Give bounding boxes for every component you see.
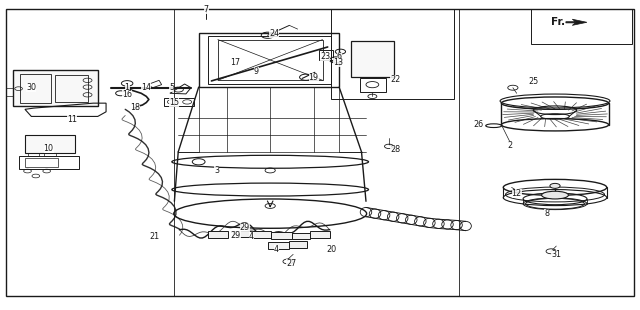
Text: 10: 10 bbox=[44, 144, 54, 153]
Text: 20: 20 bbox=[326, 245, 337, 254]
Text: 25: 25 bbox=[529, 77, 539, 86]
Text: 12: 12 bbox=[511, 189, 522, 198]
Bar bbox=[351, 41, 394, 77]
Text: 11: 11 bbox=[67, 115, 77, 124]
Text: 2: 2 bbox=[508, 141, 513, 150]
Text: 22: 22 bbox=[390, 75, 401, 84]
Text: 7: 7 bbox=[204, 6, 209, 15]
Bar bbox=[252, 231, 271, 238]
Bar bbox=[218, 40, 323, 80]
Bar bbox=[19, 156, 79, 169]
Text: 14: 14 bbox=[141, 82, 151, 92]
Bar bbox=[6, 88, 13, 96]
Polygon shape bbox=[566, 19, 587, 25]
Bar bbox=[531, 9, 632, 44]
Bar bbox=[292, 233, 310, 239]
Bar bbox=[360, 78, 387, 92]
Text: 21: 21 bbox=[149, 232, 159, 241]
Bar bbox=[20, 74, 51, 103]
Text: 8: 8 bbox=[544, 209, 549, 218]
Bar bbox=[55, 75, 88, 102]
Bar bbox=[233, 231, 251, 237]
Bar bbox=[319, 50, 333, 60]
Bar bbox=[332, 9, 454, 100]
Circle shape bbox=[550, 184, 560, 188]
Text: 1: 1 bbox=[125, 82, 130, 92]
Text: 4: 4 bbox=[274, 245, 279, 254]
Bar bbox=[310, 231, 330, 238]
Text: 15: 15 bbox=[170, 98, 179, 107]
Bar bbox=[25, 135, 75, 153]
Bar bbox=[25, 158, 58, 167]
Text: 13: 13 bbox=[333, 58, 343, 67]
Bar bbox=[208, 36, 331, 84]
Text: 31: 31 bbox=[551, 250, 561, 259]
Bar bbox=[268, 242, 289, 249]
Text: 29: 29 bbox=[239, 223, 250, 232]
Bar bbox=[28, 153, 39, 156]
Text: 29: 29 bbox=[230, 231, 241, 240]
Text: 19: 19 bbox=[308, 73, 319, 82]
Text: 5: 5 bbox=[169, 82, 175, 92]
Text: 27: 27 bbox=[286, 259, 296, 268]
Text: Fr.: Fr. bbox=[550, 17, 564, 27]
Text: 30: 30 bbox=[26, 83, 36, 92]
Bar bbox=[198, 33, 339, 87]
Text: 24: 24 bbox=[269, 29, 279, 38]
Text: 28: 28 bbox=[390, 145, 401, 154]
Text: 18: 18 bbox=[130, 103, 140, 112]
Bar bbox=[207, 231, 228, 238]
Text: 3: 3 bbox=[214, 166, 219, 175]
Bar bbox=[44, 153, 56, 156]
Text: 17: 17 bbox=[230, 58, 241, 67]
Text: 6: 6 bbox=[337, 52, 342, 61]
Bar bbox=[13, 70, 98, 106]
Bar bbox=[289, 241, 307, 248]
Text: 4: 4 bbox=[248, 232, 253, 241]
Bar bbox=[164, 98, 194, 106]
Ellipse shape bbox=[541, 191, 568, 199]
Text: 9: 9 bbox=[253, 67, 259, 76]
Text: 26: 26 bbox=[474, 120, 483, 129]
Text: 23: 23 bbox=[320, 52, 330, 61]
Text: 16: 16 bbox=[122, 90, 132, 99]
Bar bbox=[271, 232, 292, 239]
